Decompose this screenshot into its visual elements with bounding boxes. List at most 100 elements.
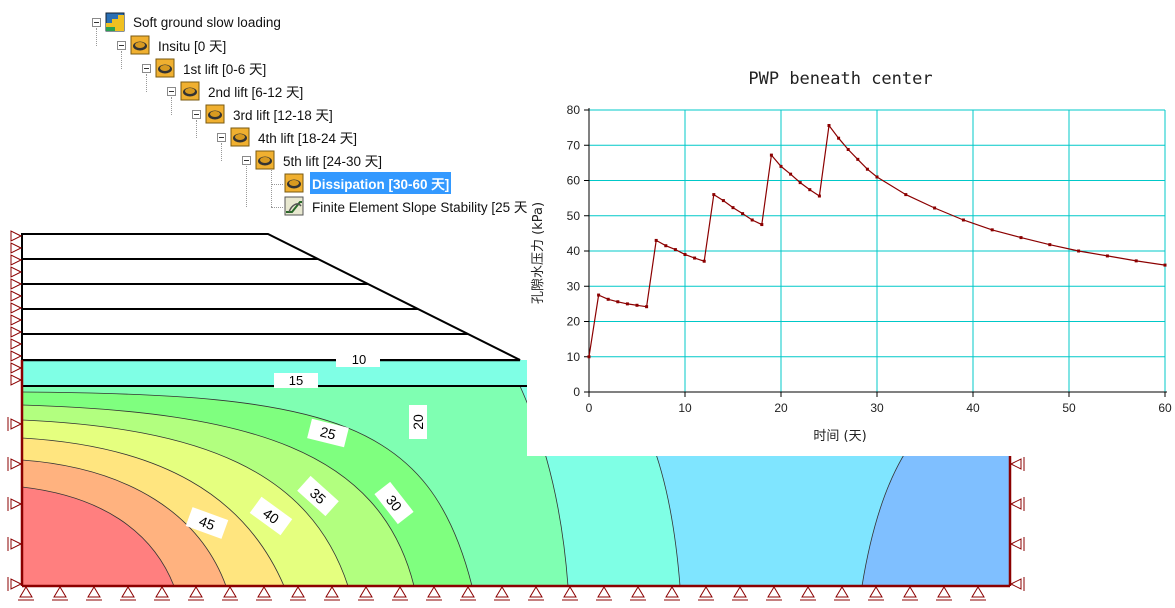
pwp-data-point	[616, 300, 620, 304]
y-tick-label: 30	[567, 279, 581, 293]
pwp-data-point	[683, 253, 687, 257]
fixity-symbol	[188, 586, 204, 601]
pwp-data-point	[597, 293, 601, 297]
pwp-data-point	[673, 248, 677, 252]
fixity-symbol	[324, 586, 340, 601]
tree-item-label[interactable]: Insitu [0 天]	[158, 39, 227, 54]
chart-series	[587, 123, 1167, 359]
y-tick-label: 10	[567, 350, 581, 364]
tree-item-label[interactable]: Dissipation [30-60 天]	[310, 172, 452, 194]
tree-item-insitu[interactable]: Insitu [0 天]	[117, 35, 228, 55]
fixity-symbol	[10, 314, 23, 326]
fixity-symbol	[7, 417, 23, 431]
fixity-symbol	[18, 586, 34, 601]
fixity-symbol	[10, 242, 23, 254]
svg-text:15: 15	[289, 373, 303, 388]
collapse-icon[interactable]	[92, 17, 101, 27]
fixity-symbol	[494, 586, 510, 601]
tree-item-label[interactable]: 4th lift [18-24 天]	[258, 131, 358, 146]
pwp-data-point	[808, 188, 812, 192]
right-boundary-fixity	[1009, 457, 1025, 591]
fixity-symbol	[7, 497, 23, 511]
pwp-data-point	[1105, 254, 1109, 258]
pwp-data-point	[865, 167, 869, 171]
pwp-data-point	[856, 157, 860, 161]
pwp-data-point	[741, 212, 745, 216]
tree-item-lift-3[interactable]: 3rd lift [12-18 天]	[192, 104, 335, 124]
tree-item-dissipation[interactable]: Dissipation [30-60 天]	[284, 172, 452, 194]
pwp-data-point	[625, 302, 629, 306]
tree-item-label[interactable]: 2nd lift [6-12 天]	[208, 85, 304, 100]
pwp-data-point	[635, 303, 639, 307]
pwp-data-point	[1077, 249, 1081, 253]
pwp-data-point	[769, 153, 773, 157]
bottom-boundary-fixity	[18, 586, 986, 601]
collapse-icon[interactable]	[142, 63, 151, 73]
analysis-icon	[255, 150, 275, 170]
tree-item-label[interactable]: 3rd lift [12-18 天]	[233, 108, 333, 123]
svg-text:20: 20	[410, 414, 426, 430]
fixity-symbol	[256, 586, 272, 601]
fixity-symbol	[10, 266, 23, 278]
pwp-data-point	[789, 172, 793, 176]
pwp-data-point	[837, 136, 841, 140]
collapse-icon[interactable]	[117, 40, 126, 50]
chart-axes: 0 10 20 30 40 50 60 0 10 20 30 40 50 60 70 80	[567, 103, 1172, 415]
tree-item-label[interactable]: Soft ground slow loading	[133, 14, 281, 30]
analysis-tree[interactable]: Soft ground slow loading Insitu [0 天] 1s…	[0, 0, 540, 222]
tree-item-slope-stability[interactable]: Finite Element Slope Stability [25 天]	[284, 196, 533, 216]
svg-text:10: 10	[352, 352, 366, 367]
y-axis-label: 孔隙水压力 (kPa)	[531, 202, 546, 304]
tree-item-label[interactable]: Finite Element Slope Stability [25 天]	[312, 200, 532, 215]
tree-item-label[interactable]: 5th lift [24-30 天]	[283, 154, 383, 169]
pwp-data-point	[693, 256, 697, 260]
left-boundary-fixity	[7, 230, 23, 591]
pwp-data-point	[645, 305, 649, 309]
fixity-symbol	[10, 374, 23, 386]
fixity-symbol	[7, 537, 23, 551]
fixity-symbol	[970, 586, 986, 601]
collapse-icon[interactable]	[167, 86, 176, 96]
tree-item-lift-1[interactable]: 1st lift [0-6 天]	[142, 58, 268, 78]
tree-item-lift-2[interactable]: 2nd lift [6-12 天]	[167, 81, 305, 101]
pwp-data-point	[827, 124, 831, 128]
tree-item-project[interactable]: Soft ground slow loading	[92, 12, 283, 32]
pwp-data-point	[731, 206, 735, 210]
pwp-data-point	[606, 297, 610, 301]
pwp-data-point	[1134, 259, 1138, 263]
svg-text:45: 45	[197, 513, 217, 533]
collapse-icon[interactable]	[217, 132, 226, 142]
fixity-symbol	[1009, 497, 1025, 511]
fixity-symbol	[7, 457, 23, 471]
pwp-data-point	[1048, 243, 1052, 247]
pwp-data-point	[904, 193, 908, 197]
analysis-icon	[155, 58, 175, 78]
tree-item-lift-5[interactable]: 5th lift [24-30 天]	[242, 150, 384, 170]
fixity-symbol	[10, 302, 23, 314]
y-tick-label: 60	[567, 174, 581, 188]
y-tick-label: 20	[567, 315, 581, 329]
pwp-data-point	[721, 199, 725, 203]
fixity-symbol	[10, 338, 23, 350]
x-tick-label: 40	[966, 401, 980, 415]
y-tick-label: 50	[567, 209, 581, 223]
pwp-data-point	[587, 355, 591, 359]
collapse-icon[interactable]	[192, 109, 201, 119]
pwp-data-point	[702, 259, 706, 263]
analysis-icon	[230, 127, 250, 147]
embankment	[21, 233, 521, 361]
fixity-symbol	[10, 278, 23, 290]
fixity-symbol	[86, 586, 102, 601]
fixity-symbol	[290, 586, 306, 601]
fixity-symbol	[562, 586, 578, 601]
pwp-data-point	[798, 181, 802, 185]
contour-label-30: 30	[374, 481, 414, 525]
analysis-icon	[205, 104, 225, 124]
pwp-data-point	[760, 223, 764, 227]
x-tick-label: 20	[774, 401, 788, 415]
tree-item-label[interactable]: 1st lift [0-6 天]	[183, 62, 267, 77]
collapse-icon[interactable]	[242, 155, 251, 165]
tree-item-lift-4[interactable]: 4th lift [18-24 天]	[217, 127, 359, 147]
slope-stability-icon	[284, 196, 304, 216]
